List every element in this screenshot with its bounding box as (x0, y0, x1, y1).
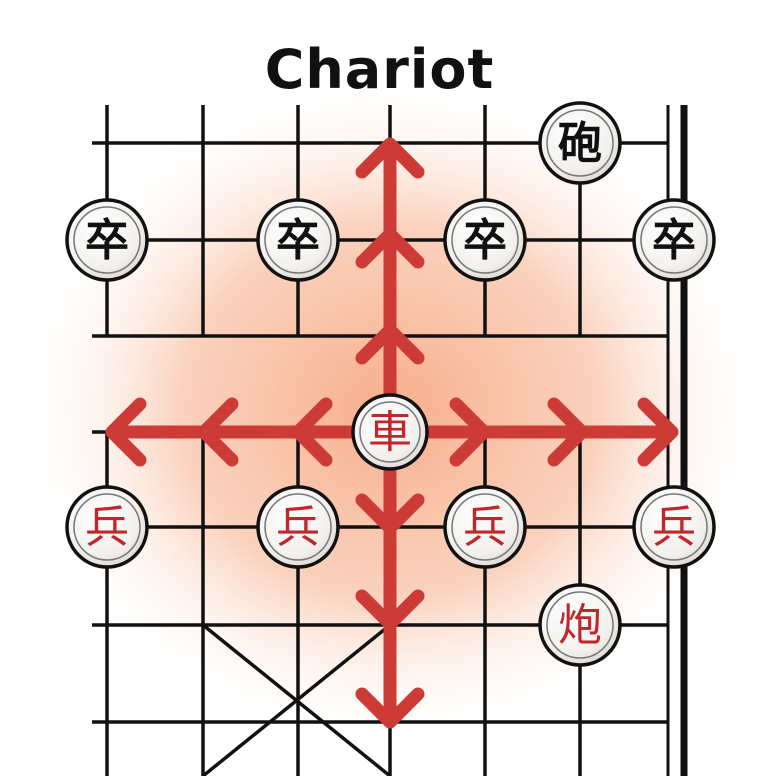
red-soldier-1-label: 兵 (85, 502, 129, 553)
red-cannon-disc (538, 583, 622, 667)
black-cannon-label: 砲 (558, 118, 602, 169)
arrow-up-chevron-2 (355, 227, 425, 269)
red-cannon: 炮 (538, 583, 622, 667)
diagram-title: Chariot (264, 38, 495, 101)
arrow-down-chevron-3 (355, 687, 425, 729)
red-cannon-label: 炮 (558, 600, 602, 651)
red-soldier-1: 兵 (65, 485, 149, 569)
red-soldier-3-disc (443, 485, 527, 569)
black-soldier-1-label: 卒 (85, 215, 129, 266)
black-soldier-3-disc (443, 198, 527, 282)
black-soldier-2-disc (256, 198, 340, 282)
red-soldier-2-label: 兵 (276, 502, 320, 553)
black-soldier-4-label: 卒 (652, 215, 696, 266)
red-soldier-2-disc (256, 485, 340, 569)
arrow-right-chevron-3 (637, 397, 679, 467)
pieces: 砲卒卒卒卒車兵兵兵兵炮 (65, 101, 716, 667)
red-soldier-4: 兵 (632, 485, 716, 569)
arrow-left-chevron-2 (197, 397, 239, 467)
red-soldier-4-disc (632, 485, 716, 569)
black-soldier-3-label: 卒 (463, 215, 507, 266)
arrow-left-chevron-1 (105, 397, 147, 467)
black-soldier-3: 卒 (443, 198, 527, 282)
black-soldier-4-disc (632, 198, 716, 282)
black-soldier-1-disc (65, 198, 149, 282)
red-chariot-label: 車 (368, 407, 412, 458)
arrow-right-chevron-1 (449, 397, 491, 467)
red-soldier-1-disc (65, 485, 149, 569)
arrow-down-chevron-2 (355, 589, 425, 631)
red-chariot-disc (351, 393, 429, 471)
arrow-up-chevron-1 (355, 137, 425, 179)
arrow-down-chevron-1 (355, 493, 425, 535)
black-soldier-2: 卒 (256, 198, 340, 282)
black-soldier-4: 卒 (632, 198, 716, 282)
red-soldier-4-label: 兵 (652, 502, 696, 553)
red-soldier-3-label: 兵 (463, 502, 507, 553)
arrow-right-chevron-2 (547, 397, 589, 467)
black-soldier-2-label: 卒 (276, 215, 320, 266)
red-chariot: 車 (351, 393, 429, 471)
black-cannon-disc (538, 101, 622, 185)
move-arrows (105, 137, 679, 729)
black-cannon: 砲 (538, 101, 622, 185)
arrow-up-chevron-3 (355, 323, 425, 365)
arrow-left-chevron-3 (291, 397, 333, 467)
red-soldier-3: 兵 (443, 485, 527, 569)
black-soldier-1: 卒 (65, 198, 149, 282)
red-soldier-2: 兵 (256, 485, 340, 569)
